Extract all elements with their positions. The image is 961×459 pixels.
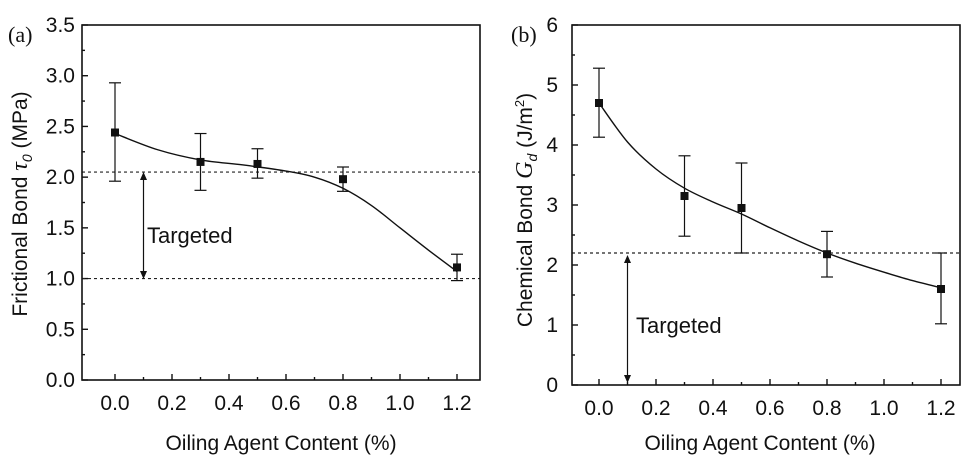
panel-a-y-ticks: 0.0 0.5 1.0 1.5 2.0 2.5 3.0 3.5	[46, 14, 88, 392]
panel-b-error-bars	[593, 67, 947, 325]
panel-a-y-tick-label: 1.0	[46, 268, 75, 291]
panel-b-markers	[595, 99, 945, 293]
panel-b-y-tick-label: 2	[546, 254, 558, 277]
panel-b-data-point	[937, 285, 945, 293]
panel-b-label: (b)	[511, 22, 537, 47]
panel-a-markers	[111, 128, 461, 272]
panel-a-x-tick-label: 0.6	[271, 392, 300, 415]
panel-b-y-tick-label: 0	[546, 374, 558, 397]
panel-b: (b) 0 1 2 3 4 5 6 0.0 0.2 0.4 0.6 0.8 1.0 1.2 Target…	[511, 14, 961, 455]
panel-a-annotation-arrowhead-bottom	[140, 271, 147, 279]
panel-a-annotation-arrowhead-top	[140, 172, 147, 180]
panel-a-data-point	[196, 157, 205, 166]
panel-a-fit-curve	[114, 132, 458, 273]
panel-a-fit	[114, 132, 458, 273]
panel-a-label: (a)	[8, 22, 32, 47]
panel-b-x-tick-label: 0.4	[698, 397, 728, 420]
panel-a-error-bars	[109, 82, 463, 282]
panel-b-x-tick-label: 0.8	[812, 397, 841, 420]
panel-b-x-tick-label: 1.2	[926, 397, 955, 420]
panel-a-data-point	[339, 175, 347, 184]
panel-b-annotation-arrowhead-top	[624, 255, 631, 263]
panel-b-data-point	[680, 192, 689, 200]
panel-a-y-tick-label: 3.5	[46, 14, 75, 37]
panel-b-x-tick-label: 0.0	[584, 397, 613, 420]
panel-b-x-tick-label: 1.0	[869, 397, 898, 420]
panel-b-fit	[598, 102, 942, 289]
panel-a-x-tick-label: 1.2	[442, 392, 471, 415]
panel-b-y-tick-label: 6	[546, 14, 558, 37]
panel-b-x-tick-label: 0.2	[641, 397, 670, 420]
panel-b-annotation-group: Targeted	[624, 255, 722, 383]
panel-a-data-point	[253, 159, 262, 168]
panel-a-reference-lines	[82, 171, 480, 280]
panel-b-y-tick-label: 4	[546, 134, 558, 157]
panel-b-y-tick-label: 5	[546, 74, 558, 97]
panel-a-x-tick-label: 1.0	[385, 392, 414, 415]
panel-a-x-tick-label: 0.2	[157, 392, 186, 415]
panel-b-data-point	[823, 250, 831, 259]
panel-a-x-tick-label: 0.4	[214, 392, 244, 415]
panel-a-y-tick-label: 0.0	[46, 369, 75, 392]
panel-b-x-axis-title: Oiling Agent Content (%)	[644, 432, 875, 455]
panel-b-y-axis-title: Chemical Bond Gd (J/m2)	[512, 93, 540, 327]
panel-b-fit-curve	[598, 102, 942, 289]
panel-b-annotation-arrowhead-bottom	[624, 375, 631, 383]
panel-a-plot-frame	[81, 24, 481, 381]
panel-a-x-ticks: 0.0 0.2 0.4 0.6 0.8 1.0 1.2	[100, 374, 472, 415]
panel-a-x-axis-title: Oiling Agent Content (%)	[165, 432, 396, 455]
panel-a-y-tick-label: 2.5	[46, 115, 75, 138]
panel-b-x-tick-label: 0.6	[755, 397, 784, 420]
panel-b-data-point	[737, 204, 746, 212]
panel-b-y-ticks: 0 1 2 3 4 5 6	[546, 14, 578, 397]
panel-b-y-tick-label: 3	[546, 194, 558, 217]
panel-a-y-tick-label: 0.5	[46, 318, 75, 341]
panel-a-y-tick-label: 1.5	[46, 217, 75, 240]
panel-b-annotation: Targeted	[636, 313, 722, 338]
panel-b-y-tick-label: 1	[546, 314, 558, 337]
panel-b-plot-frame	[571, 24, 961, 386]
panel-b-x-ticks: 0.0 0.2 0.4 0.6 0.8 1.0 1.2	[584, 379, 956, 420]
panel-a-data-point	[111, 128, 119, 137]
panel-a-annotation-group: Targeted	[140, 172, 233, 279]
panel-a-x-tick-label: 0.8	[328, 392, 357, 415]
panel-a-y-axis-title: Frictional Bond τ0 (MPa)	[7, 91, 35, 316]
panel-b-data-point	[595, 99, 603, 107]
panel-a: (a) 0.00.51.01.52.02.53.03.5 0.0 0.2 0.4 0.…	[7, 14, 481, 455]
panel-a-annotation: Targeted	[147, 223, 233, 248]
panel-a-y-tick-label: 2.0	[46, 166, 75, 189]
panel-a-x-tick-label: 0.0	[100, 392, 129, 415]
panel-a-y-tick-label: 3.0	[46, 65, 75, 88]
panel-a-data-point	[453, 263, 461, 272]
